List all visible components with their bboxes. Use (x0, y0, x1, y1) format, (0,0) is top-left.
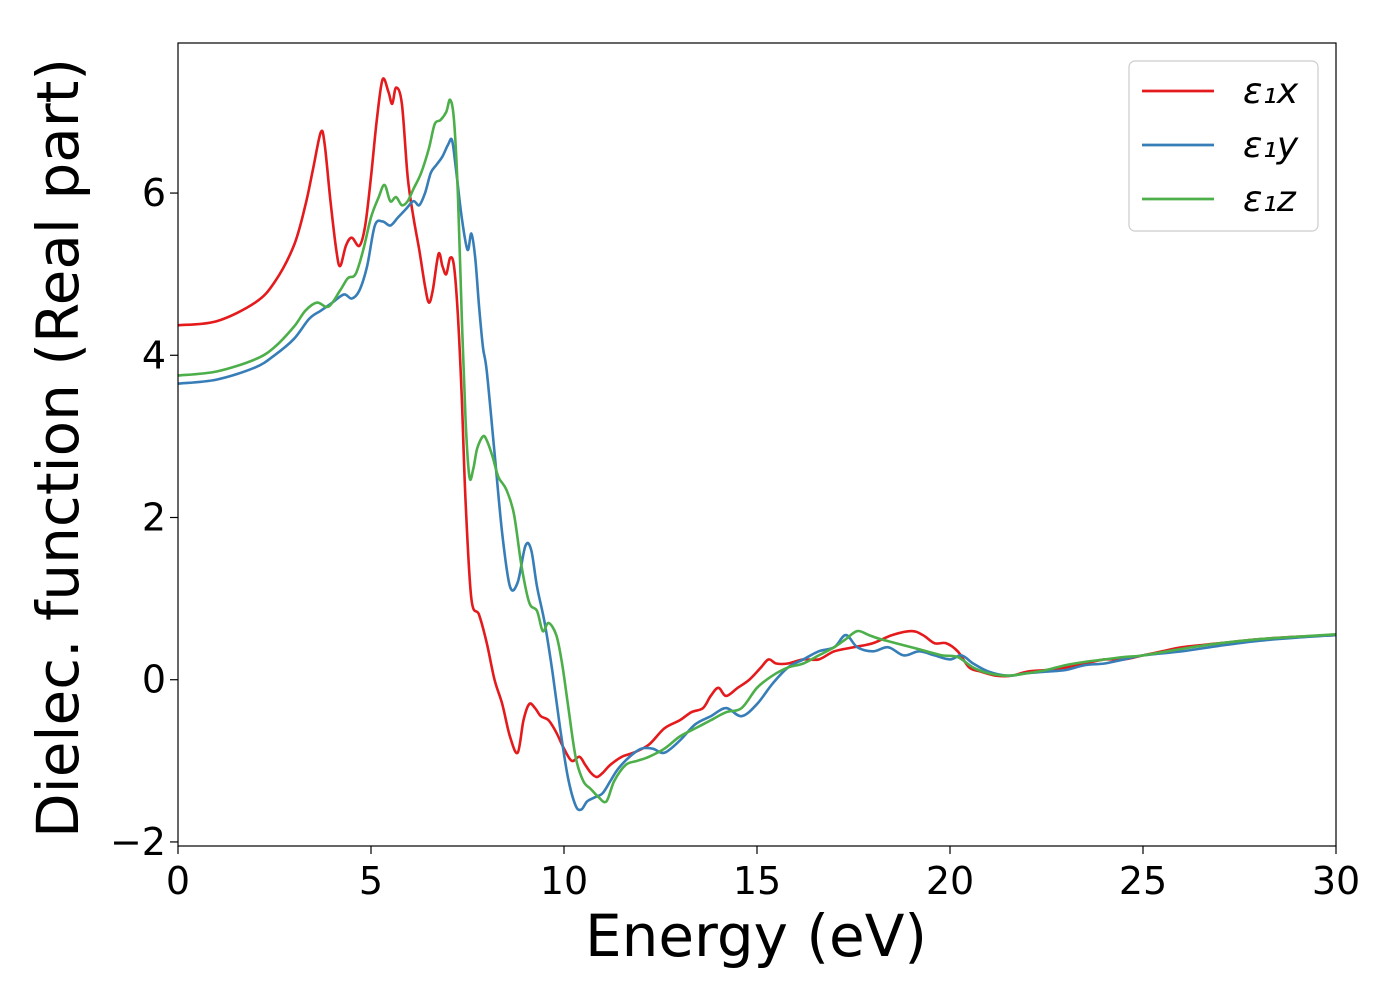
series-line-3 (177, 98, 1337, 804)
y-tick-label: 4 (142, 333, 166, 377)
x-axis-label: Energy (eV) (585, 902, 927, 970)
x-tick-label: 15 (733, 859, 781, 903)
plot-lines (177, 77, 1337, 812)
x-tick-label: 30 (1312, 859, 1360, 903)
x-tick-label: 25 (1119, 859, 1167, 903)
legend-box (1128, 60, 1319, 232)
legend-label-1: ε₁x (1243, 71, 1299, 112)
x-tick-label: 20 (926, 859, 974, 903)
x-axis: 0 5 10 15 20 25 30 (166, 846, 1360, 903)
y-axis: −2 0 2 4 6 (110, 171, 178, 864)
series-line-2 (177, 137, 1337, 812)
legend-label-2: ε₁y (1243, 125, 1299, 166)
legend-label-3: ε₁z (1243, 179, 1297, 220)
y-tick-label: −2 (110, 820, 166, 864)
x-tick-label: 10 (540, 859, 588, 903)
y-tick-label: 2 (142, 496, 166, 540)
y-tick-label: 6 (142, 171, 166, 215)
y-axis-label: Dielec. function (Real part) (24, 58, 92, 838)
x-tick-label: 5 (359, 859, 383, 903)
x-tick-label: 0 (166, 859, 190, 903)
y-tick-label: 0 (142, 658, 166, 702)
legend: ε₁x ε₁y ε₁z (1128, 60, 1319, 232)
